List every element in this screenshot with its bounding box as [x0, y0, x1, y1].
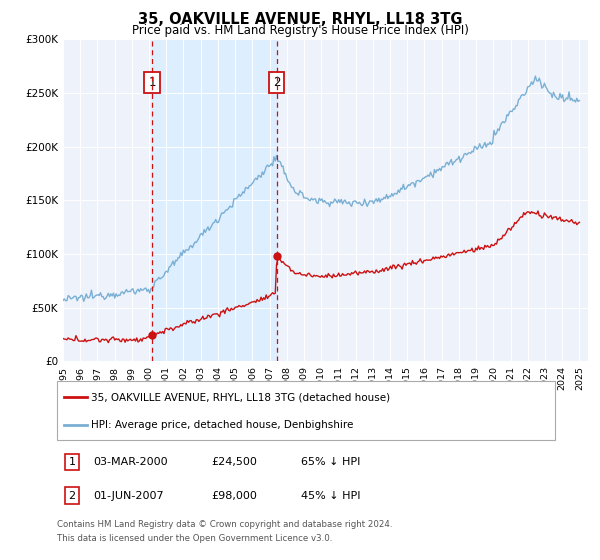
Text: 2: 2 [273, 76, 281, 89]
Text: 03-MAR-2000: 03-MAR-2000 [93, 457, 167, 467]
Text: 2: 2 [68, 491, 76, 501]
Text: Contains HM Land Registry data © Crown copyright and database right 2024.: Contains HM Land Registry data © Crown c… [57, 520, 392, 529]
Text: 35, OAKVILLE AVENUE, RHYL, LL18 3TG (detached house): 35, OAKVILLE AVENUE, RHYL, LL18 3TG (det… [91, 392, 391, 402]
Text: 01-JUN-2007: 01-JUN-2007 [93, 491, 164, 501]
Bar [152, 39, 277, 361]
Text: This data is licensed under the Open Government Licence v3.0.: This data is licensed under the Open Gov… [57, 534, 332, 543]
Text: Price paid vs. HM Land Registry's House Price Index (HPI): Price paid vs. HM Land Registry's House … [131, 24, 469, 36]
Text: HPI: Average price, detached house, Denbighshire: HPI: Average price, detached house, Denb… [91, 420, 353, 430]
Text: 45% ↓ HPI: 45% ↓ HPI [301, 491, 361, 501]
Text: £24,500: £24,500 [211, 457, 257, 467]
Text: £98,000: £98,000 [211, 491, 257, 501]
Text: 1: 1 [68, 457, 76, 467]
Text: 1: 1 [148, 76, 156, 89]
Text: 35, OAKVILLE AVENUE, RHYL, LL18 3TG: 35, OAKVILLE AVENUE, RHYL, LL18 3TG [138, 12, 462, 27]
Text: 65% ↓ HPI: 65% ↓ HPI [301, 457, 361, 467]
